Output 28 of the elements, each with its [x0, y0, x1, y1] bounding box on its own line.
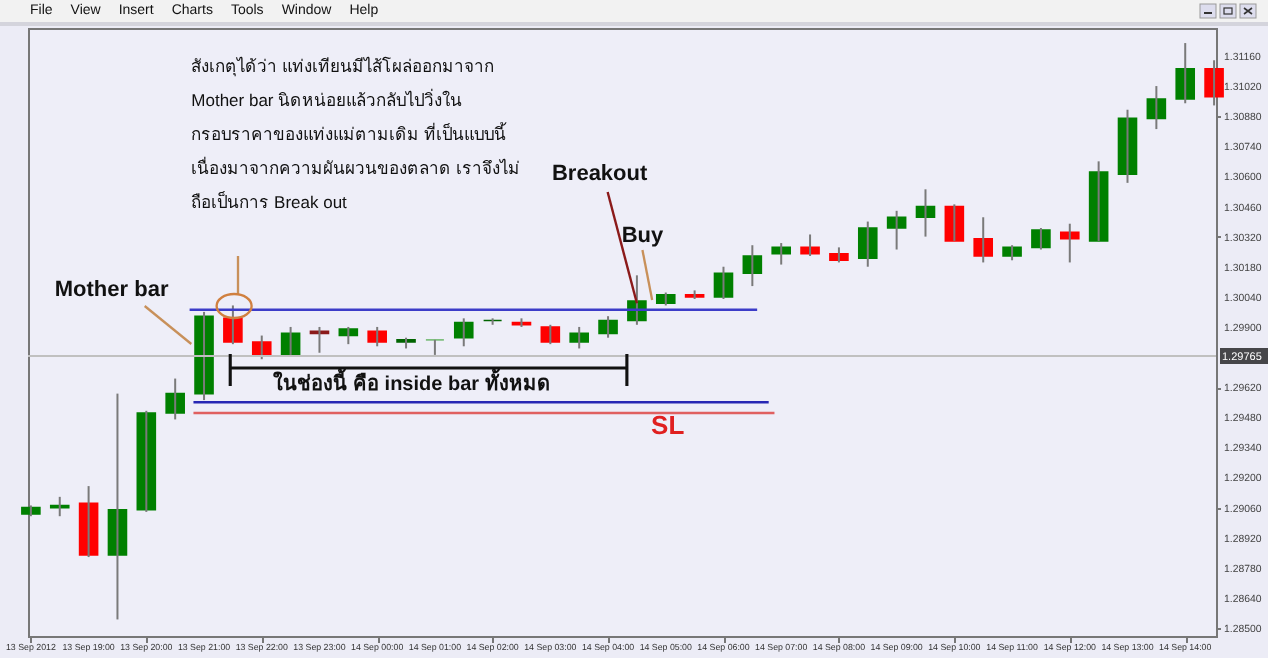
candlestick	[482, 317, 503, 326]
candlestick	[396, 336, 416, 350]
candlestick	[684, 289, 705, 300]
annotation: ในช่องนี้ คือ inside bar ทั้งหมด	[273, 368, 549, 396]
candlestick	[771, 242, 791, 266]
annotation: สังเกตุได้ว่า แท่งเทียนมีไส้โผล่ออกมาจาก Mother bar นิดหน่อยแล้วกลับไปวิ่งใน กรอบราคาของแท่งแม่ตามเดิม ที่เป็นแบบนี้ เนื่องมาจากความผันผวนของตลาด เราจึงไม่ ถือเป็นการ Break out	[191, 56, 521, 212]
candlestick	[800, 233, 820, 257]
candlestick	[1002, 244, 1022, 262]
candlestick	[511, 317, 532, 328]
candlestick	[655, 291, 676, 307]
annotation: Breakout	[551, 162, 648, 186]
candlestick	[165, 377, 185, 421]
candlestick	[425, 338, 445, 356]
annotation: Buy	[621, 224, 665, 248]
candlestick	[1059, 222, 1080, 264]
candlestick	[886, 209, 907, 251]
candlestick	[309, 325, 330, 354]
candlestick	[367, 325, 387, 348]
candlestick	[829, 246, 849, 264]
candlestick	[1031, 227, 1051, 251]
candlestick	[713, 265, 734, 300]
candlestick	[569, 325, 589, 350]
annotation: SL	[651, 410, 685, 440]
annotation: Mother bar	[54, 278, 170, 302]
candlestick	[1175, 42, 1196, 105]
candlestick	[857, 220, 878, 268]
candlestick	[194, 310, 214, 402]
candlestick	[973, 216, 994, 264]
